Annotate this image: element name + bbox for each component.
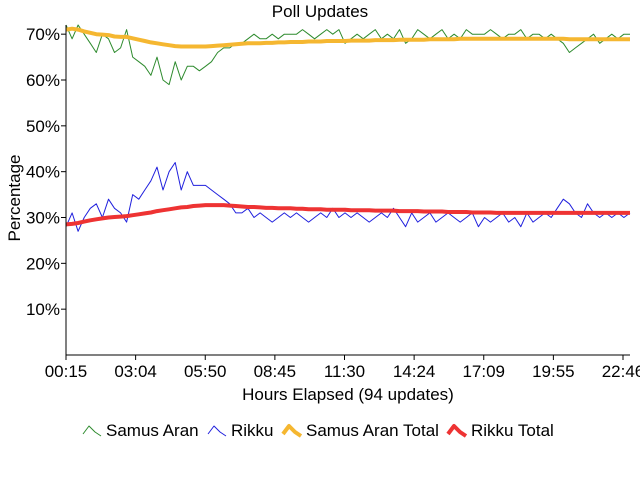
y-tick-label: 60%: [26, 71, 60, 90]
chart-title: Poll Updates: [272, 2, 368, 21]
legend-symbol-samus-aran: [82, 425, 102, 437]
x-tick-label: 17:09: [462, 362, 505, 381]
x-tick-label: 19:55: [532, 362, 575, 381]
x-tick-label: 08:45: [254, 362, 297, 381]
y-ticks: 10% 20% 30% 40% 50% 60% 70%: [26, 25, 66, 319]
legend-label-samus-aran: Samus Aran: [106, 421, 199, 440]
x-tick-label: 03:04: [114, 362, 157, 381]
y-axis-title: Percentage: [5, 155, 24, 242]
legend-symbol-rikku-total: [446, 424, 468, 438]
legend-label-rikku-total: Rikku Total: [471, 421, 554, 440]
series-line-samus-aran: [65, 24, 630, 86]
x-axis-title: Hours Elapsed (94 updates): [242, 385, 454, 404]
legend-label-rikku: Rikku: [231, 421, 274, 440]
y-tick-label: 50%: [26, 117, 60, 136]
x-ticks: 00:15 03:04 05:50 08:45 11:30 14:24 17:09 19:55…: [45, 355, 640, 381]
legend-symbol-samus-aran-total: [281, 424, 303, 438]
x-tick-label: 11:30: [324, 362, 365, 381]
series-line-samus-aran-total: [65, 26, 630, 49]
x-tick-label: 14:24: [393, 362, 436, 381]
y-tick-label: 30%: [26, 209, 60, 228]
y-tick-label: 70%: [26, 25, 60, 44]
chart-legend: Samus Aran Rikku Samus Aran Total Rikku Tot…: [82, 421, 554, 440]
series-line-rikku: [65, 162, 631, 232]
y-tick-label: 40%: [26, 163, 60, 182]
plot-series: [65, 24, 631, 232]
series-line-rikku-total: [65, 203, 630, 227]
legend-symbol-rikku: [207, 425, 227, 437]
legend-label-samus-aran-total: Samus Aran Total: [306, 421, 439, 440]
x-tick-label: 05:50: [184, 362, 227, 381]
y-tick-label: 20%: [26, 254, 60, 273]
x-tick-label: 22:46: [602, 362, 640, 381]
x-tick-label: 00:15: [45, 362, 88, 381]
y-tick-label: 10%: [26, 300, 60, 319]
